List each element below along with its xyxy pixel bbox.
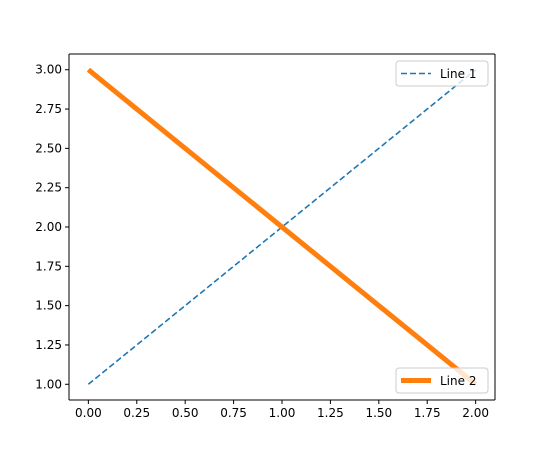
y-tick-label: 2.50 bbox=[35, 141, 62, 155]
x-tick-label: 1.75 bbox=[414, 406, 441, 420]
y-tick-label: 3.00 bbox=[35, 63, 62, 77]
y-tick-label: 1.00 bbox=[35, 377, 62, 391]
series-line-1 bbox=[87, 69, 477, 385]
legend-layer: Line 1 Line 2 bbox=[395, 60, 489, 394]
legend-line-1: Line 1 bbox=[395, 60, 489, 87]
legend-line-2: Line 2 bbox=[395, 367, 489, 394]
y-tick-label: 2.75 bbox=[35, 102, 62, 116]
axes-layer: 0.00 0.25 0.50 0.75 1.00 1.25 1.50 1.75 2.00 1.00… bbox=[35, 53, 496, 420]
plot-layer bbox=[86, 67, 478, 387]
x-tick-label: 0.25 bbox=[123, 406, 150, 420]
legend-box bbox=[395, 367, 489, 394]
x-tick-label: 2.00 bbox=[462, 406, 489, 420]
x-tick-label: 1.50 bbox=[365, 406, 392, 420]
x-tick-label: 1.25 bbox=[317, 406, 344, 420]
legend-box bbox=[395, 60, 489, 87]
y-tick-label: 1.75 bbox=[35, 259, 62, 273]
x-tick-label: 0.75 bbox=[220, 406, 247, 420]
x-tick-label: 1.00 bbox=[269, 406, 296, 420]
y-tick-label: 2.00 bbox=[35, 220, 62, 234]
legend-label: Line 2 bbox=[440, 374, 476, 388]
y-tick-label: 1.25 bbox=[35, 338, 62, 352]
legend-label: Line 1 bbox=[440, 67, 476, 81]
x-tick-label: 0.00 bbox=[75, 406, 102, 420]
y-tick-label: 2.25 bbox=[35, 181, 62, 195]
y-tick-label: 1.50 bbox=[35, 299, 62, 313]
x-tick-label: 0.50 bbox=[172, 406, 199, 420]
series-line-2 bbox=[86, 67, 478, 387]
